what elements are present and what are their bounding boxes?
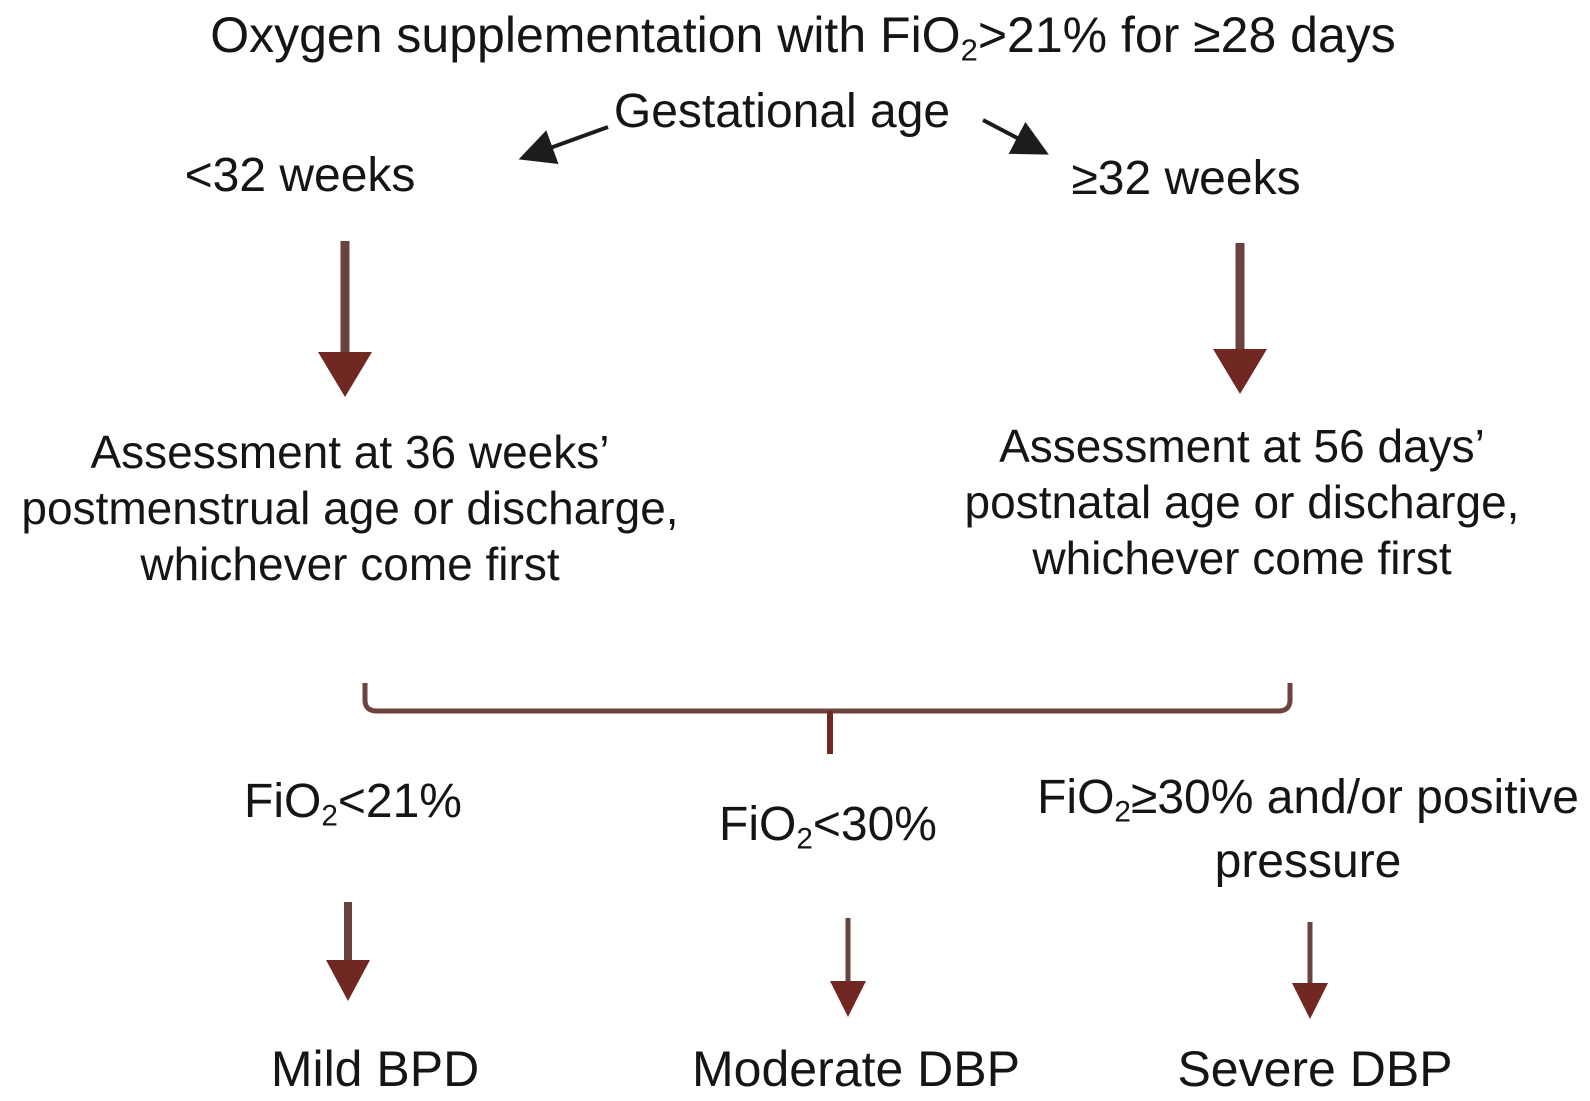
criterion-severe-pre: FiO [1037,771,1115,824]
arrow-left-branch-down-icon [318,241,372,397]
assessment-left-line2: postmenstrual age or discharge, [21,482,679,534]
outcome-moderate-dbp: Moderate DBP [692,1041,1020,1097]
flowchart-title: Oxygen supplementation with FiO2>21% for… [210,6,1396,66]
decision-gestational-age: Gestational age [613,85,951,138]
title-post: >21% for ≥28 days [977,7,1396,63]
outcome-mild-bpd: Mild BPD [270,1041,480,1097]
branch-label-32-weeks-or-more: ≥32 weeks [1071,152,1301,205]
criterion-severe-subscript: 2 [1114,795,1131,829]
criterion-mild: FiO2<21% [244,774,462,833]
assessment-left-node: Assessment at 36 weeks’ postmenstrual ag… [0,424,730,592]
criterion-moderate-subscript: 2 [796,822,813,856]
arrow-moderate-down-icon [830,918,866,1017]
branch-label-under-32-weeks: <32 weeks [184,149,416,202]
criterion-moderate-post: <30% [812,798,937,851]
merge-brace [362,683,1293,754]
arrow-gestational-to-right-icon [982,118,1049,155]
arrow-right-branch-down-icon [1213,243,1267,394]
arrow-severe-down-icon [1292,922,1328,1019]
assessment-left-line1: Assessment at 36 weeks’ [90,426,610,478]
title-subscript: 2 [960,32,978,68]
arrow-mild-down-icon [326,902,370,1001]
criterion-mild-post: <21% [337,775,462,828]
assessment-right-node: Assessment at 56 days’ postnatal age or … [892,418,1590,586]
criterion-severe-post: ≥30% and/or positive [1130,771,1579,824]
assessment-right-line2: postnatal age or discharge, [964,476,1520,528]
assessment-right-line1: Assessment at 56 days’ [999,420,1485,472]
criterion-mild-subscript: 2 [321,799,338,833]
outcome-severe-dbp: Severe DBP [1177,1041,1453,1097]
criterion-moderate-pre: FiO [719,798,797,851]
assessment-left-line3: whichever come first [140,538,560,590]
criterion-severe: FiO2≥30% and/or positive pressure [1008,766,1590,894]
criterion-mild-pre: FiO [244,775,322,828]
criterion-severe-line2: pressure [1214,835,1402,888]
title-pre: Oxygen supplementation with FiO [210,7,961,63]
arrow-gestational-to-left-icon [518,125,609,165]
criterion-severe-line1: FiO2≥30% and/or positive [1008,766,1590,830]
assessment-right-line3: whichever come first [1032,532,1452,584]
criterion-moderate: FiO2<30% [719,797,937,856]
